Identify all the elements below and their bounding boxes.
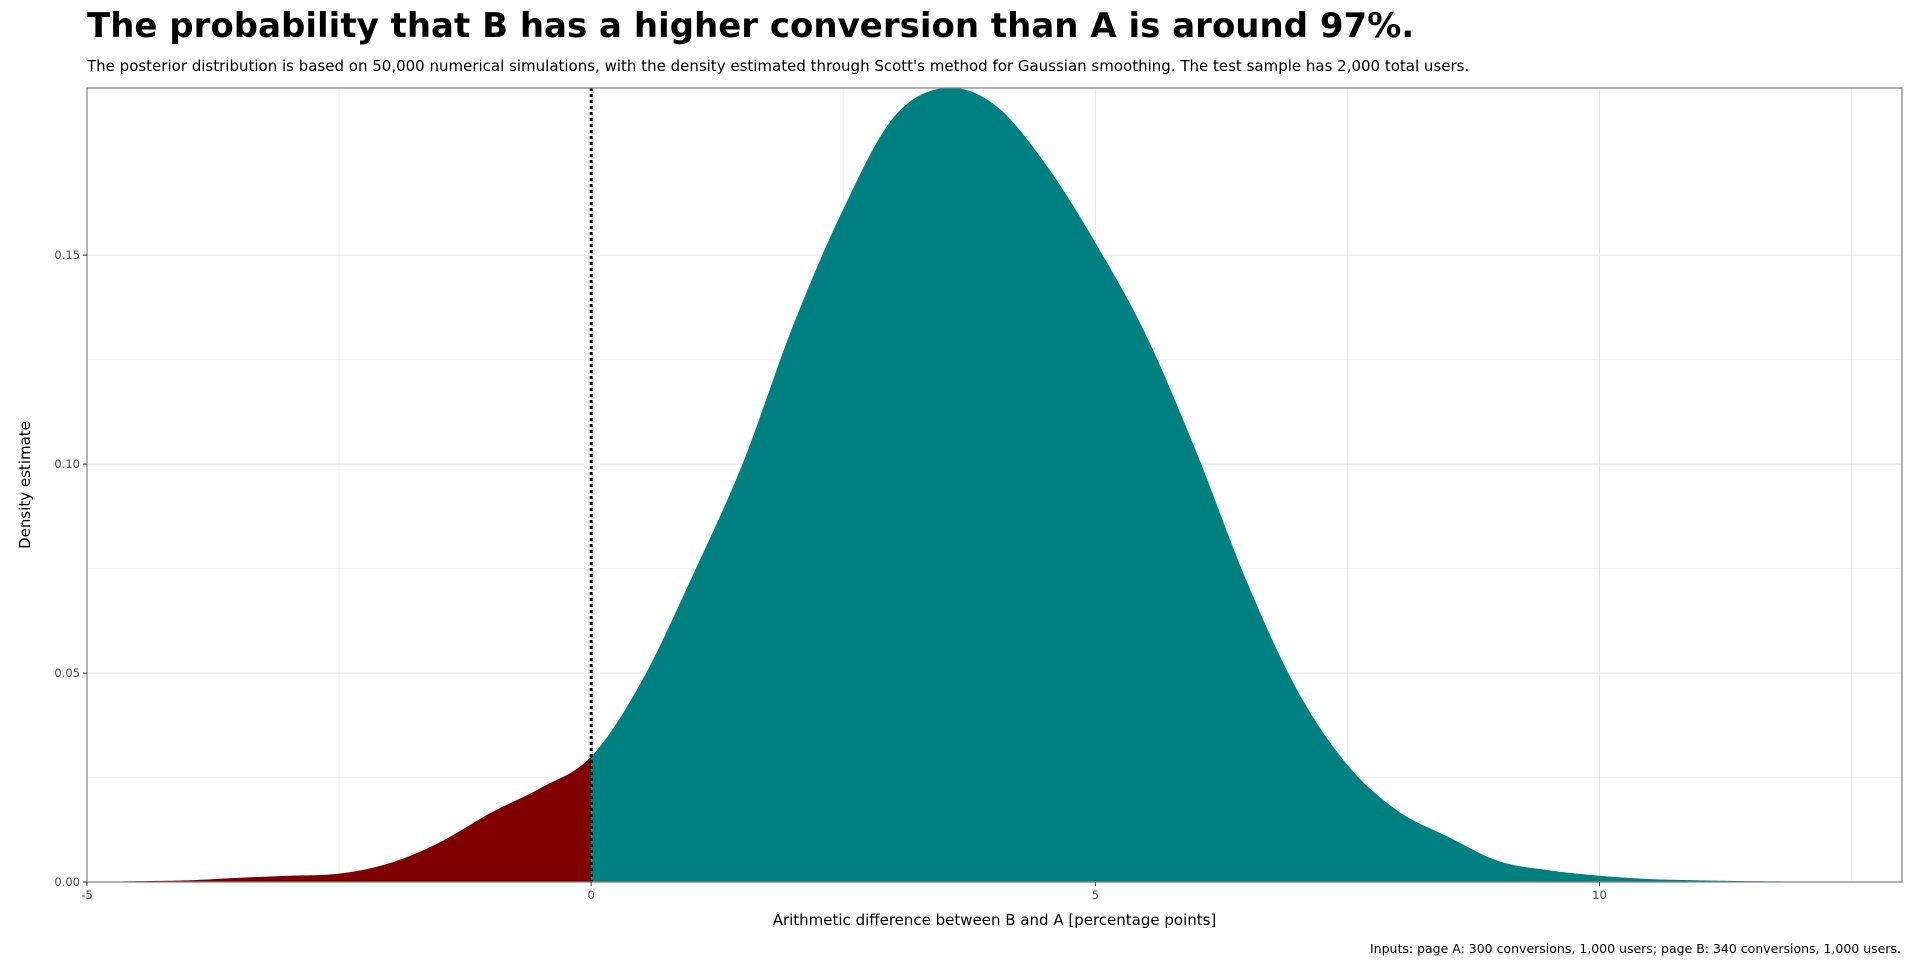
axis-ticks: -5 0 5 10 0.00 0.05 0.10 0.15 [54, 248, 1606, 902]
y-tick-label: 0.05 [54, 666, 80, 680]
chart-caption: Inputs: page A: 300 conversions, 1,000 u… [1370, 941, 1901, 956]
chart-title: The probability that B has a higher conv… [87, 6, 1415, 46]
x-tick-label: 5 [1092, 888, 1099, 902]
positive-difference-area [591, 87, 1902, 883]
chart-subtitle: The posterior distribution is based on 5… [87, 57, 1470, 75]
x-tick-label: 0 [588, 888, 595, 902]
y-tick-label: 0.15 [54, 248, 80, 262]
negative-difference-area [87, 756, 592, 882]
panel-border [86, 87, 1903, 883]
y-tick-label: 0.00 [54, 875, 80, 889]
x-tick-label: -5 [81, 888, 92, 902]
x-axis-label: Arithmetic difference between B and A [p… [773, 911, 1217, 929]
x-tick-label: 10 [1592, 888, 1607, 902]
density-areas [87, 87, 1902, 883]
y-tick-label: 0.10 [54, 457, 80, 471]
y-axis-label: Density estimate [16, 421, 34, 549]
